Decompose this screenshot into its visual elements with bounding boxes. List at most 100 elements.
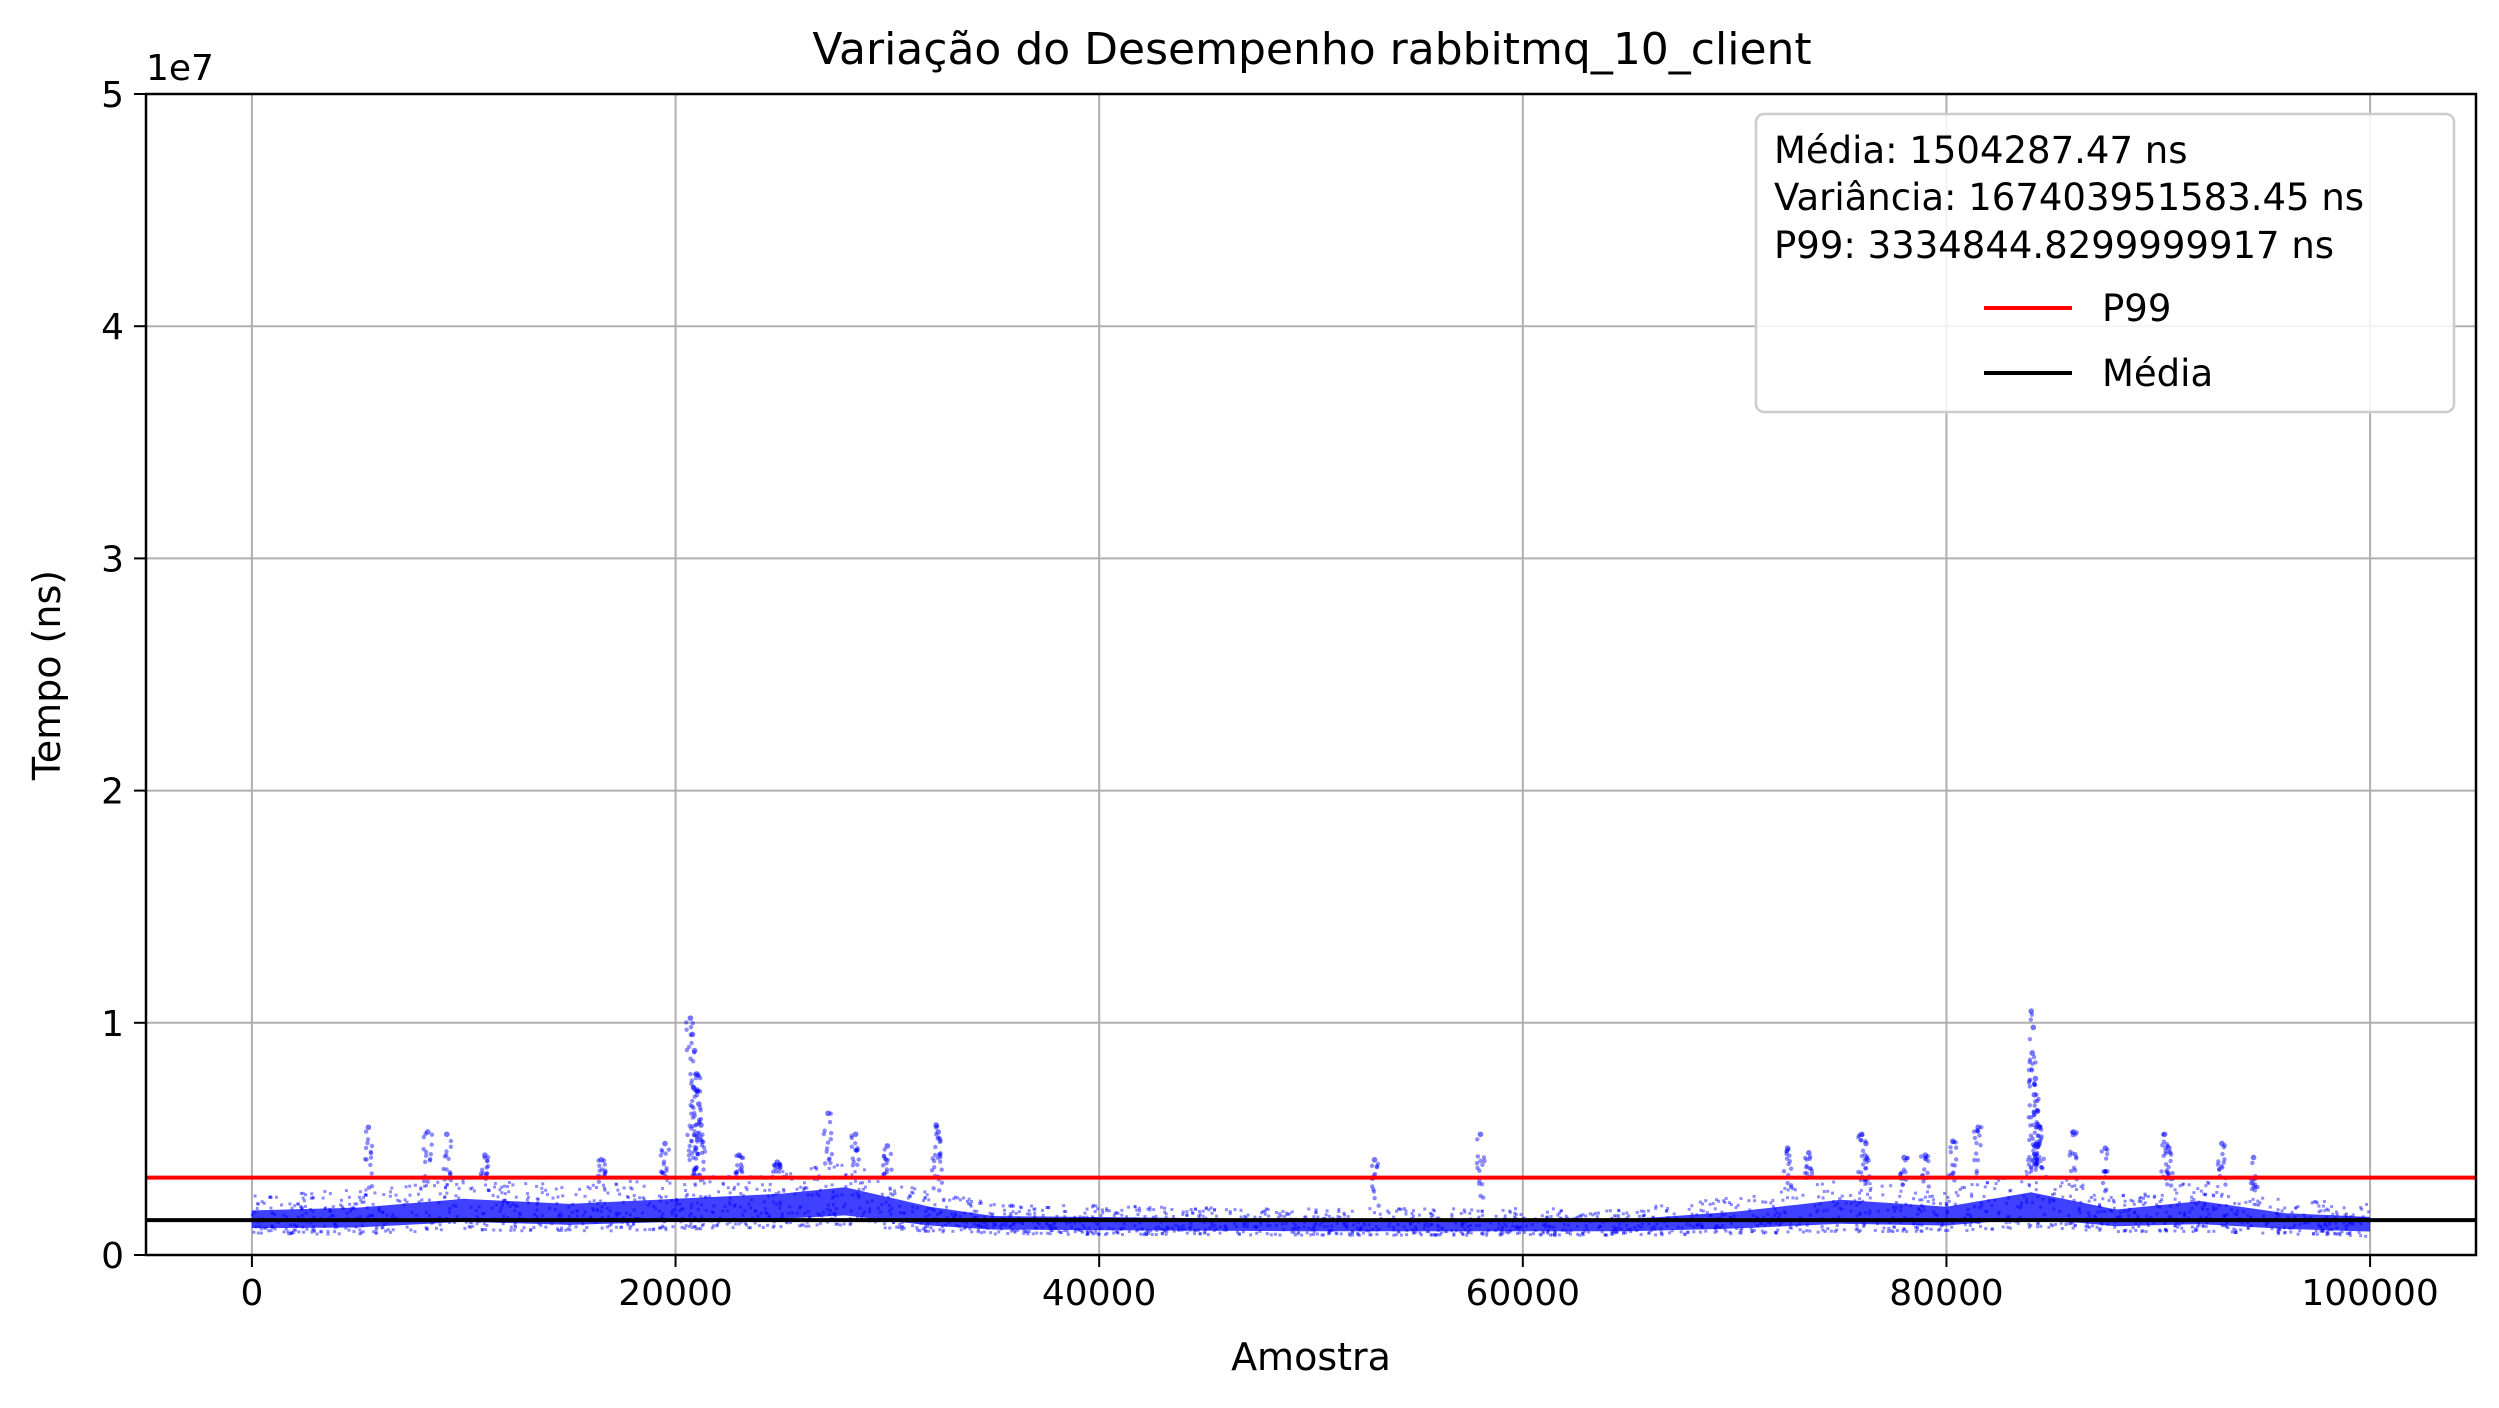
data-point bbox=[1198, 1209, 1202, 1213]
data-point bbox=[445, 1191, 449, 1195]
data-point bbox=[602, 1186, 606, 1190]
data-point bbox=[1750, 1230, 1754, 1234]
data-point-outlier bbox=[2034, 1108, 2041, 1114]
data-point bbox=[1351, 1230, 1355, 1234]
data-point bbox=[1468, 1211, 1472, 1215]
data-point bbox=[2322, 1199, 2326, 1203]
data-point bbox=[1701, 1209, 1705, 1213]
data-point bbox=[2097, 1204, 2101, 1208]
data-point bbox=[347, 1195, 351, 1199]
data-point bbox=[2173, 1197, 2177, 1201]
data-point bbox=[1578, 1214, 1582, 1218]
data-point-outlier bbox=[2101, 1169, 2106, 1174]
data-point bbox=[1705, 1211, 1709, 1215]
data-point bbox=[989, 1231, 993, 1235]
data-point bbox=[660, 1225, 664, 1229]
data-point bbox=[1914, 1229, 1918, 1233]
data-point bbox=[417, 1200, 421, 1204]
data-point-outlier bbox=[775, 1164, 780, 1170]
data-point bbox=[540, 1186, 544, 1190]
data-point bbox=[1612, 1214, 1616, 1218]
data-point bbox=[2084, 1224, 2088, 1228]
data-point-outlier bbox=[1805, 1150, 1812, 1156]
data-point bbox=[1356, 1233, 1360, 1237]
data-point bbox=[1064, 1210, 1068, 1214]
data-point bbox=[361, 1230, 365, 1234]
data-point bbox=[1297, 1230, 1301, 1234]
data-point bbox=[661, 1187, 665, 1191]
data-point bbox=[897, 1226, 901, 1230]
data-point-outlier bbox=[2032, 1152, 2037, 1157]
data-point bbox=[468, 1220, 472, 1224]
data-point-outlier bbox=[688, 1126, 694, 1131]
data-point bbox=[461, 1181, 465, 1185]
data-point-outlier bbox=[661, 1159, 667, 1164]
data-point bbox=[1283, 1214, 1287, 1218]
data-point bbox=[616, 1188, 620, 1192]
data-point bbox=[2233, 1201, 2237, 1205]
data-point-outlier bbox=[690, 1124, 696, 1129]
data-point-outlier bbox=[694, 1122, 699, 1127]
data-point-outlier bbox=[697, 1137, 703, 1142]
data-point-outlier bbox=[1975, 1124, 1982, 1131]
data-point-outlier bbox=[696, 1151, 701, 1157]
data-point bbox=[629, 1224, 633, 1228]
data-point-outlier bbox=[2031, 1151, 2037, 1157]
data-point bbox=[1729, 1203, 1733, 1207]
data-point-outlier bbox=[429, 1142, 434, 1147]
data-point bbox=[2323, 1209, 2327, 1213]
data-point bbox=[2220, 1192, 2224, 1196]
data-point bbox=[340, 1205, 344, 1209]
data-point-outlier bbox=[2036, 1096, 2041, 1102]
data-point bbox=[2325, 1230, 2329, 1234]
data-point-outlier bbox=[1807, 1166, 1812, 1171]
data-point bbox=[861, 1181, 865, 1185]
data-point bbox=[1646, 1209, 1650, 1213]
data-point-outlier bbox=[884, 1167, 890, 1172]
data-point bbox=[2123, 1229, 2127, 1233]
data-point bbox=[1668, 1231, 1672, 1235]
data-point bbox=[2230, 1230, 2234, 1234]
data-point bbox=[807, 1216, 811, 1220]
data-point-outlier bbox=[2032, 1144, 2037, 1149]
data-point bbox=[1514, 1207, 1518, 1211]
data-point bbox=[1869, 1186, 1873, 1190]
data-point-outlier bbox=[2074, 1156, 2079, 1161]
data-point bbox=[702, 1181, 706, 1185]
data-point bbox=[1538, 1232, 1542, 1236]
data-point-outlier bbox=[1858, 1131, 1865, 1138]
data-point bbox=[1150, 1232, 1154, 1236]
data-point bbox=[297, 1230, 301, 1234]
data-point-outlier bbox=[2163, 1149, 2168, 1154]
data-point bbox=[1764, 1230, 1768, 1234]
data-point bbox=[1923, 1195, 1927, 1199]
data-point-outlier bbox=[930, 1156, 935, 1161]
data-point bbox=[1660, 1233, 1664, 1237]
data-point bbox=[1073, 1230, 1077, 1234]
data-point bbox=[287, 1232, 291, 1236]
data-point bbox=[1181, 1212, 1185, 1216]
data-point bbox=[1683, 1233, 1687, 1237]
data-point-outlier bbox=[2034, 1139, 2039, 1145]
data-point bbox=[1057, 1230, 1061, 1234]
data-point-outlier bbox=[2031, 1113, 2036, 1118]
data-point bbox=[1692, 1230, 1696, 1234]
data-point bbox=[838, 1223, 842, 1227]
data-point bbox=[331, 1205, 335, 1209]
data-point bbox=[952, 1197, 956, 1201]
data-point bbox=[1938, 1202, 1942, 1206]
data-point-outlier bbox=[734, 1171, 739, 1177]
data-point bbox=[1026, 1232, 1030, 1236]
data-point bbox=[618, 1192, 622, 1196]
data-point bbox=[693, 1182, 697, 1186]
data-point bbox=[2164, 1228, 2168, 1232]
data-point bbox=[290, 1206, 294, 1210]
data-point bbox=[1889, 1184, 1893, 1188]
data-point bbox=[1255, 1231, 1259, 1235]
data-point bbox=[2226, 1226, 2230, 1230]
data-point-outlier bbox=[773, 1161, 779, 1167]
data-point-outlier bbox=[829, 1130, 834, 1136]
data-point bbox=[364, 1193, 368, 1197]
data-point bbox=[863, 1185, 867, 1189]
data-point bbox=[1194, 1207, 1198, 1211]
